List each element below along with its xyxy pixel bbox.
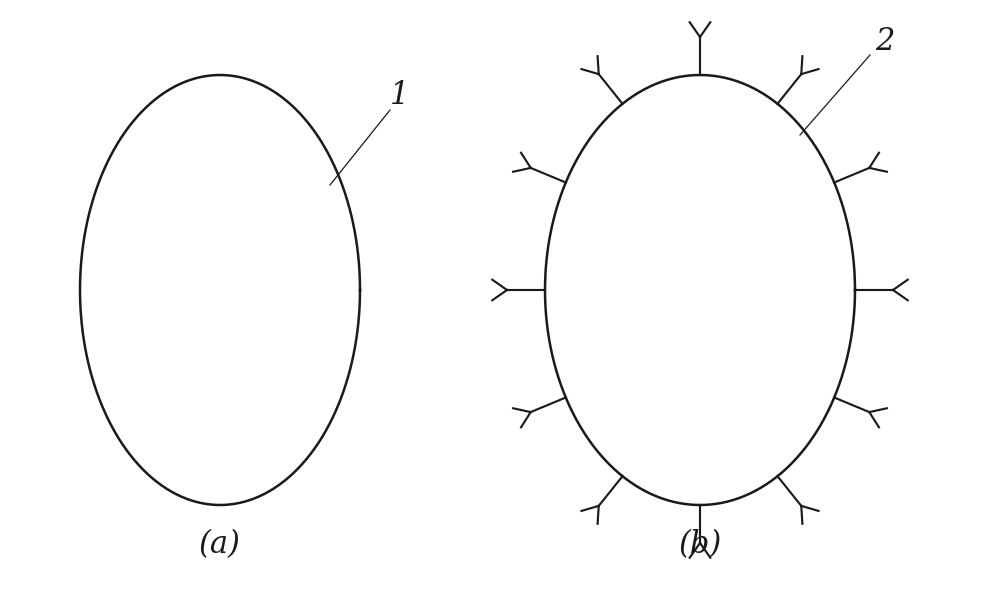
Text: (a): (a): [199, 530, 241, 561]
Text: 1: 1: [390, 80, 410, 110]
Text: 2: 2: [875, 26, 895, 58]
Text: (b): (b): [678, 530, 722, 561]
